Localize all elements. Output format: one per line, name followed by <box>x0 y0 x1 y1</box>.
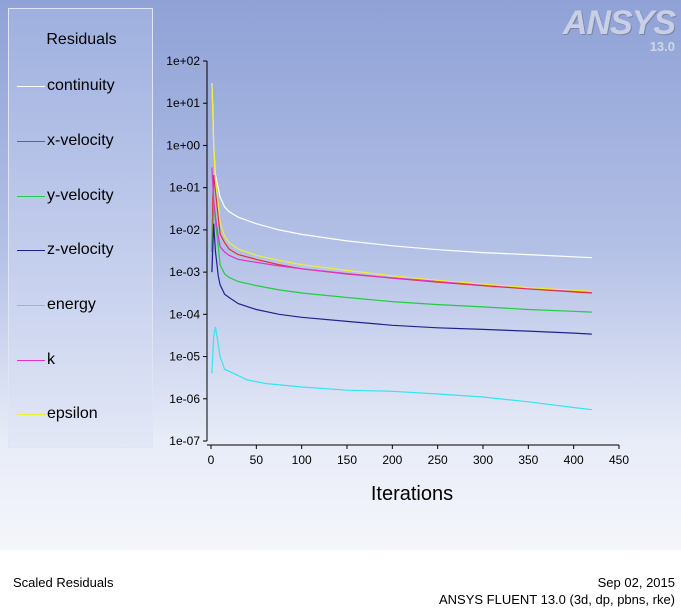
y-tick-label: 1e-01 <box>169 181 200 195</box>
legend-label: z-velocity <box>47 241 114 258</box>
legend-swatch <box>17 250 45 251</box>
legend-item-epsilon: epsilon <box>9 404 154 424</box>
series-line-z-velocity <box>211 223 592 335</box>
legend-item-energy: energy <box>9 295 154 315</box>
x-tick-label: 200 <box>382 453 402 467</box>
legend-item-k: k <box>9 350 154 370</box>
x-axis-label: Iterations <box>371 483 453 505</box>
legend-swatch <box>17 360 45 361</box>
series-line-x-velocity <box>211 174 592 294</box>
axes <box>206 61 619 446</box>
x-tick-label: 300 <box>473 453 493 467</box>
ticks: 1e+02 1e+01 1e+00 1e-01 1e-02 1e-03 1e-04 1e-05… <box>166 54 629 467</box>
legend-item-x-velocity: x-velocity <box>9 131 154 151</box>
series-line-continuity <box>211 83 592 259</box>
x-tick-label: 50 <box>250 453 264 467</box>
y-tick-label: 1e-06 <box>169 392 200 406</box>
series-line-k <box>211 167 592 293</box>
footer-scaled-residuals: Scaled Residuals <box>13 575 114 590</box>
legend: Residuals continuity x-velocity y-velocity… <box>8 8 153 448</box>
y-tick-label: 1e-03 <box>169 265 200 279</box>
logo-version: 13.0 <box>649 39 675 54</box>
x-tick-label: 100 <box>292 453 312 467</box>
y-tick-label: 1e-02 <box>169 223 200 237</box>
legend-label: continuity <box>47 77 115 94</box>
x-tick-label: 250 <box>428 453 448 467</box>
x-tick-label: 150 <box>337 453 357 467</box>
series-line-epsilon <box>211 83 592 292</box>
x-tick-label: 0 <box>208 453 215 467</box>
y-tick-label: 1e+01 <box>166 96 200 110</box>
ansys-logo: ANSYS 13.0 <box>562 4 676 54</box>
x-tick-label: 450 <box>609 453 629 467</box>
y-tick-label: 1e-07 <box>169 434 200 448</box>
x-tick-label: 400 <box>564 453 584 467</box>
y-tick-label: 1e+00 <box>166 138 200 152</box>
legend-swatch <box>17 86 45 87</box>
x-tick-label: 350 <box>518 453 538 467</box>
legend-item-z-velocity: z-velocity <box>9 240 154 260</box>
legend-label: energy <box>47 296 96 313</box>
series-line-y-velocity <box>211 200 592 313</box>
legend-swatch <box>17 196 45 197</box>
y-tick-label: 1e-05 <box>169 350 200 364</box>
residuals-chart: 1e+02 1e+01 1e+00 1e-01 1e-02 1e-03 1e-04 1e-05… <box>166 54 629 505</box>
legend-label: x-velocity <box>47 132 114 149</box>
legend-label: k <box>47 351 55 368</box>
legend-title: Residuals <box>46 31 117 48</box>
series-line-energy <box>211 326 592 411</box>
legend-swatch <box>17 414 45 415</box>
footer-version: ANSYS FLUENT 13.0 (3d, dp, pbns, rke) <box>438 592 675 607</box>
y-tick-label: 1e-04 <box>169 307 200 321</box>
legend-item-y-velocity: y-velocity <box>9 186 154 206</box>
legend-label: epsilon <box>47 405 98 422</box>
footer: Scaled Residuals Sep 02, 2015 ANSYS FLUE… <box>0 550 681 612</box>
legend-label: y-velocity <box>47 187 114 204</box>
y-tick-label: 1e+02 <box>166 54 200 68</box>
legend-swatch <box>17 305 45 306</box>
series-lines <box>211 83 592 411</box>
logo-text: ANSYS <box>562 4 676 42</box>
legend-swatch <box>17 141 45 142</box>
legend-item-continuity: continuity <box>9 76 154 96</box>
footer-date: Sep 02, 2015 <box>597 575 675 590</box>
